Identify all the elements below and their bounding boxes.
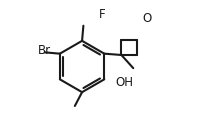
Text: OH: OH	[115, 76, 133, 90]
Text: O: O	[142, 12, 151, 25]
Text: Br: Br	[38, 44, 51, 57]
Text: F: F	[99, 8, 105, 21]
